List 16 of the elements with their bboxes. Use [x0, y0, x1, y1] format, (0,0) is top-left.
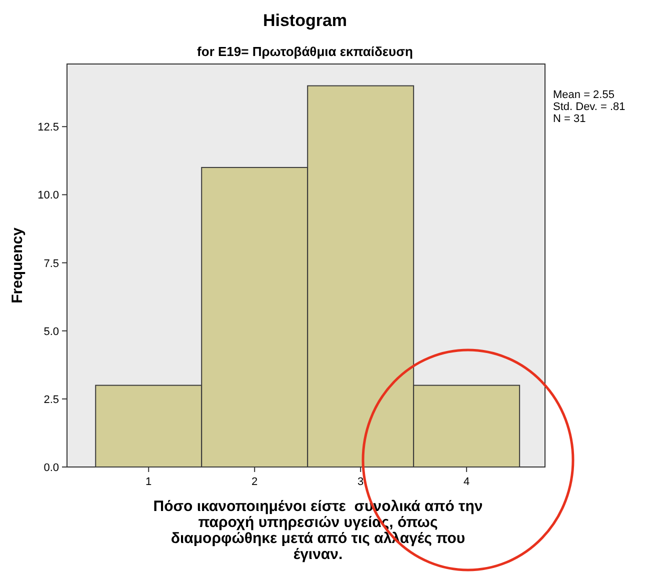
y-tick-label: 12.5	[38, 122, 59, 134]
text: Mean = 2.55	[553, 89, 614, 101]
chart-title: Histogram	[262, 11, 348, 30]
y-axis-title: Frequency	[9, 226, 26, 304]
x-tick-label: 3	[358, 476, 364, 488]
x-tick-label: 4	[464, 476, 470, 488]
text: Std. Dev. = .81	[553, 101, 626, 113]
y-tick-label: 2.5	[44, 394, 59, 406]
chart-subtitle: for E19= Πρωτοβάθμια εκπαίδευση	[197, 44, 413, 59]
text: N = 31	[553, 113, 586, 125]
y-tick-label: 7.5	[44, 258, 59, 270]
y-tick-label: 0.0	[44, 462, 59, 474]
x-tick-label: 1	[146, 476, 152, 488]
y-tick-label: 10.0	[38, 190, 59, 202]
x-tick-label: 2	[252, 476, 258, 488]
y-tick-label: 5.0	[44, 326, 59, 338]
